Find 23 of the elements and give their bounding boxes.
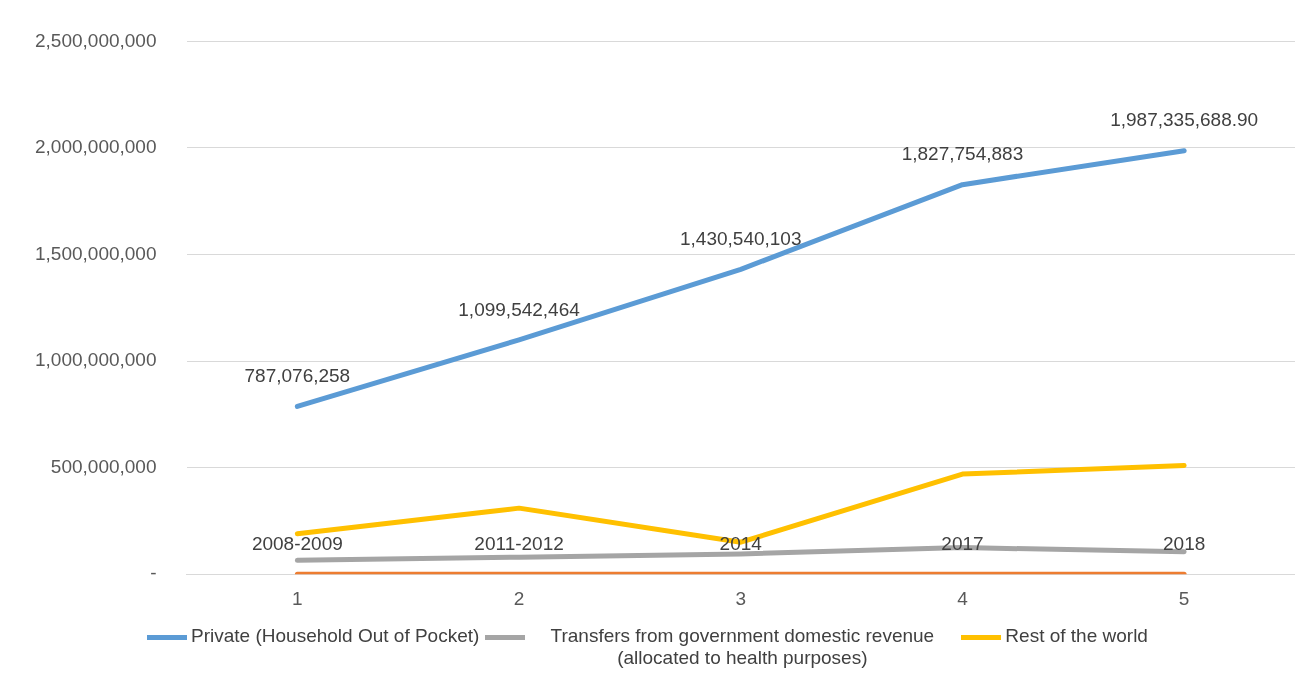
x-tick-label: 3 xyxy=(735,587,747,609)
data-label: 2011-2012 xyxy=(474,532,564,554)
y-tick-label: 1,500,000,000 xyxy=(34,242,157,264)
x-tick-label: 5 xyxy=(1178,587,1190,609)
legend-label: Transfers from government domestic revenue (allocated to health purposes) xyxy=(549,625,936,669)
legend-label: Rest of the world xyxy=(1005,625,1148,647)
data-label: 1,099,542,464 xyxy=(458,298,581,320)
data-label: 2018 xyxy=(1163,532,1206,554)
data-label: 1,987,335,688.90 xyxy=(1110,109,1259,131)
y-tick-label: 1,000,000,000 xyxy=(34,349,157,371)
y-tick-label: 2,500,000,000 xyxy=(34,29,157,51)
data-label: 2017 xyxy=(941,532,984,554)
x-tick-label: 4 xyxy=(957,587,969,609)
y-tick-label: - xyxy=(150,562,157,584)
data-label: 1,827,754,883 xyxy=(901,143,1024,165)
x-tick-label: 1 xyxy=(292,587,303,609)
data-label: 2008-2009 xyxy=(251,532,343,554)
x-tick-label: 2 xyxy=(513,587,525,609)
y-tick-label: 2,000,000,000 xyxy=(34,136,157,158)
data-label: 787,076,258 xyxy=(244,365,351,387)
y-tick-label: 500,000,000 xyxy=(50,455,157,477)
data-label: 1,430,540,103 xyxy=(679,228,802,250)
legend-label: Private (Household Out of Pocket) xyxy=(191,625,480,647)
